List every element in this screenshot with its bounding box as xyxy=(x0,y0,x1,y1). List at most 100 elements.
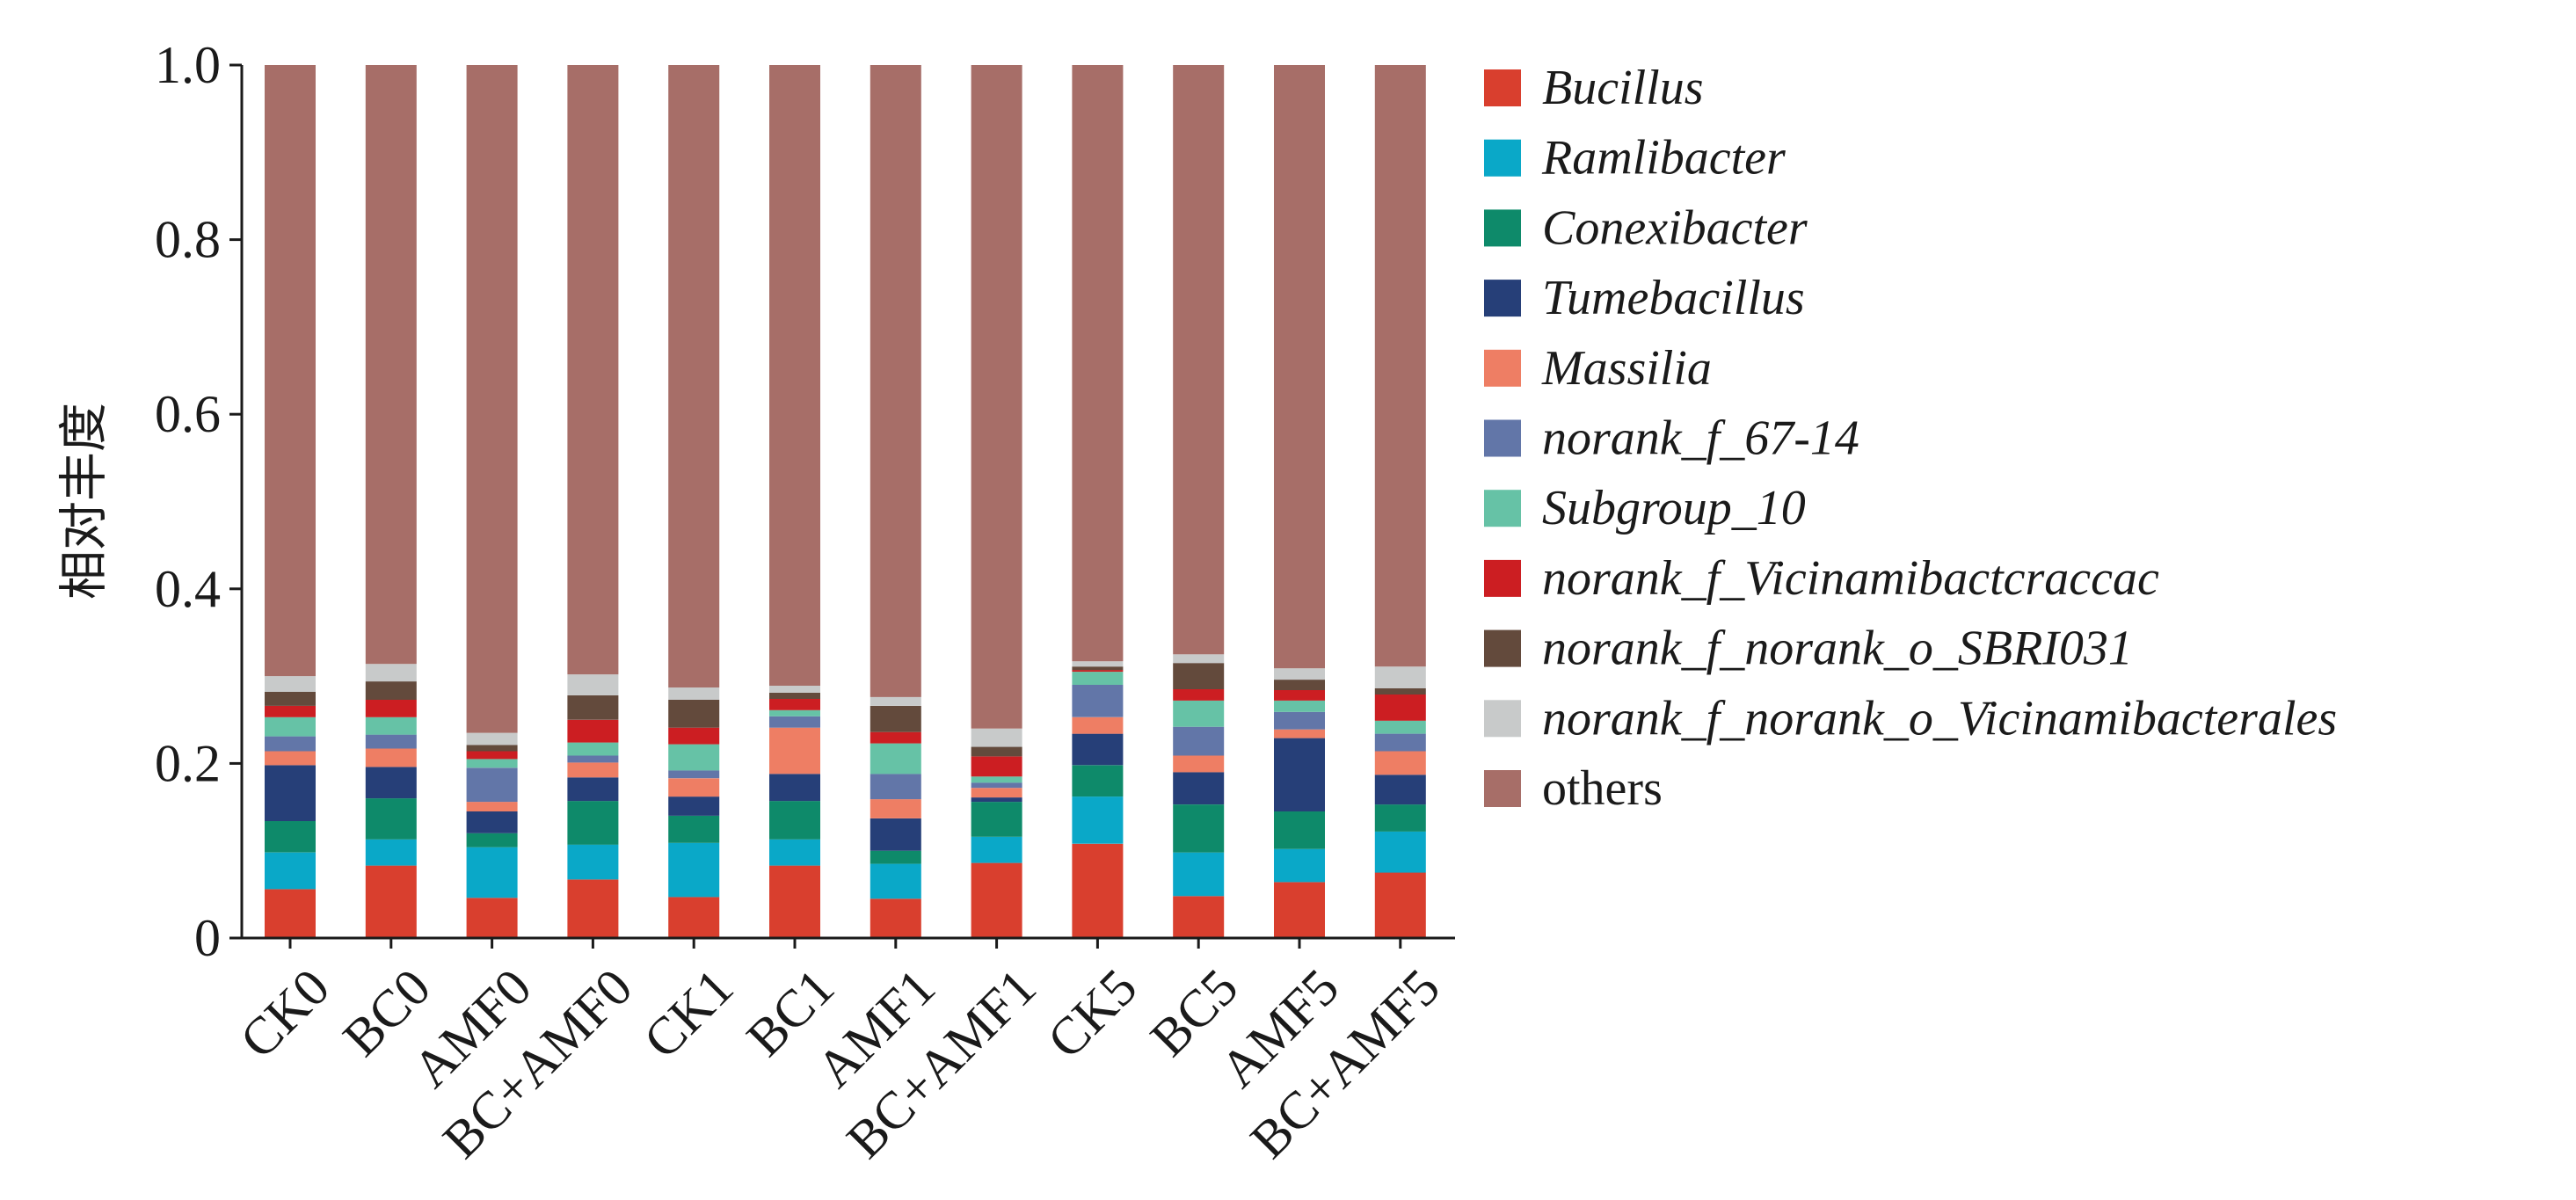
bar-segment xyxy=(265,820,316,853)
bar-segment xyxy=(668,65,720,687)
bar-segment xyxy=(668,796,720,816)
legend: Bucillus Ramlibacter Conexibacter Tumebacil… xyxy=(1484,61,2337,816)
y-axis-label: 相对丰度 xyxy=(56,403,113,600)
bar-segment xyxy=(466,65,518,733)
bar-segment xyxy=(365,734,417,749)
bar-segment xyxy=(1274,729,1325,738)
bar-segment xyxy=(1072,666,1124,671)
y-tick-label: 0.2 xyxy=(155,734,221,792)
bar-segment xyxy=(769,774,820,802)
bar-segment xyxy=(1072,765,1124,797)
legend-label: Massilia xyxy=(1541,341,1712,396)
bar-segment xyxy=(1274,738,1325,811)
bar-segment xyxy=(466,759,518,768)
legend-label: Ramlibacter xyxy=(1541,131,1786,185)
bar-segment xyxy=(1374,65,1426,667)
bar-segment xyxy=(971,756,1022,777)
bar-segment xyxy=(1072,661,1124,667)
bar-segment xyxy=(265,889,316,938)
bar-segment xyxy=(870,863,921,899)
bar-segment xyxy=(365,699,417,717)
bar-segment xyxy=(265,751,316,766)
bar-segment xyxy=(769,839,820,866)
bar-segment xyxy=(1374,695,1426,721)
bar-segment xyxy=(1374,804,1426,832)
bar-segment xyxy=(769,686,820,693)
y-tick-label: 0.8 xyxy=(155,211,221,269)
bar-segment xyxy=(466,745,518,752)
legend-label: norank_f_Vicinamibactcraccac xyxy=(1542,551,2159,606)
bar-segment xyxy=(567,762,619,778)
bar-segment xyxy=(870,65,921,697)
bar-segment xyxy=(567,742,619,756)
bar-segment xyxy=(971,728,1022,747)
bar-segment xyxy=(265,716,316,737)
bar-segment xyxy=(1072,796,1124,844)
y-tick-label: 0.4 xyxy=(155,560,221,618)
bar-segment xyxy=(1072,685,1124,717)
bar-segment xyxy=(769,709,820,716)
y-tick-label: 0 xyxy=(194,909,221,967)
bar-segment xyxy=(1173,896,1225,938)
bar-segment xyxy=(1072,65,1124,662)
bar-segment xyxy=(769,801,820,840)
bar-segment xyxy=(365,748,417,767)
bar-segment xyxy=(971,797,1022,803)
bar-segment xyxy=(971,782,1022,789)
bar-segment xyxy=(365,839,417,866)
bar-segment xyxy=(1173,700,1225,727)
bar-segment xyxy=(466,751,518,760)
bar-segment xyxy=(1173,663,1225,689)
bar-segment xyxy=(567,777,619,802)
bar-segment xyxy=(1274,882,1325,938)
y-ticks-group: 0 0.2 0.4 0.6 0.8 1.0 xyxy=(155,36,242,967)
x-category-label: CK0 xyxy=(229,958,340,1070)
bar-segment xyxy=(365,716,417,735)
bar-segment xyxy=(1072,672,1124,685)
bar-segment xyxy=(1072,733,1124,766)
y-tick-label: 1.0 xyxy=(155,36,221,94)
bar-segment xyxy=(668,897,720,938)
bar-segment xyxy=(870,898,921,938)
bar-segment xyxy=(265,852,316,890)
bar-segment xyxy=(668,727,720,745)
legend-swatch xyxy=(1484,490,1521,527)
legend-label: Bucillus xyxy=(1542,61,1704,115)
x-category-label: CK5 xyxy=(1037,958,1148,1070)
bar-segment xyxy=(870,696,921,706)
bar-segment xyxy=(769,693,820,699)
bar-segment xyxy=(1173,726,1225,756)
bar-segment xyxy=(466,833,518,847)
legend-swatch xyxy=(1484,349,1521,387)
legend-label: norank_f_norank_o_Vicinamibacterales xyxy=(1542,691,2337,745)
bar-segment xyxy=(1274,680,1325,690)
bar-segment xyxy=(1374,688,1426,695)
bar-segment xyxy=(567,719,619,743)
bar-segment xyxy=(870,731,921,744)
bar-segment xyxy=(265,692,316,706)
legend-swatch xyxy=(1484,280,1521,317)
y-tick-label: 0.6 xyxy=(155,385,221,443)
bar-segment xyxy=(668,778,720,797)
legend-swatch xyxy=(1484,700,1521,738)
legend-label: Conexibacter xyxy=(1542,200,1808,255)
bar-segment xyxy=(1173,755,1225,773)
bar-segment xyxy=(668,816,720,843)
bar-segment xyxy=(1173,654,1225,664)
bar-segment xyxy=(1072,670,1124,673)
bar-segment xyxy=(265,65,316,677)
bar-segment xyxy=(365,798,417,840)
bar-segment xyxy=(567,674,619,695)
bar-segment xyxy=(769,865,820,938)
bar-segment xyxy=(365,664,417,682)
bar-segment xyxy=(971,802,1022,837)
bar-segment xyxy=(668,842,720,898)
bar-segment xyxy=(870,743,921,775)
bar-segment xyxy=(870,799,921,818)
legend-swatch xyxy=(1484,770,1521,807)
bar-segment xyxy=(1072,843,1124,938)
bar-segment xyxy=(466,898,518,938)
legend-swatch xyxy=(1484,139,1521,177)
bar-segment xyxy=(466,811,518,833)
